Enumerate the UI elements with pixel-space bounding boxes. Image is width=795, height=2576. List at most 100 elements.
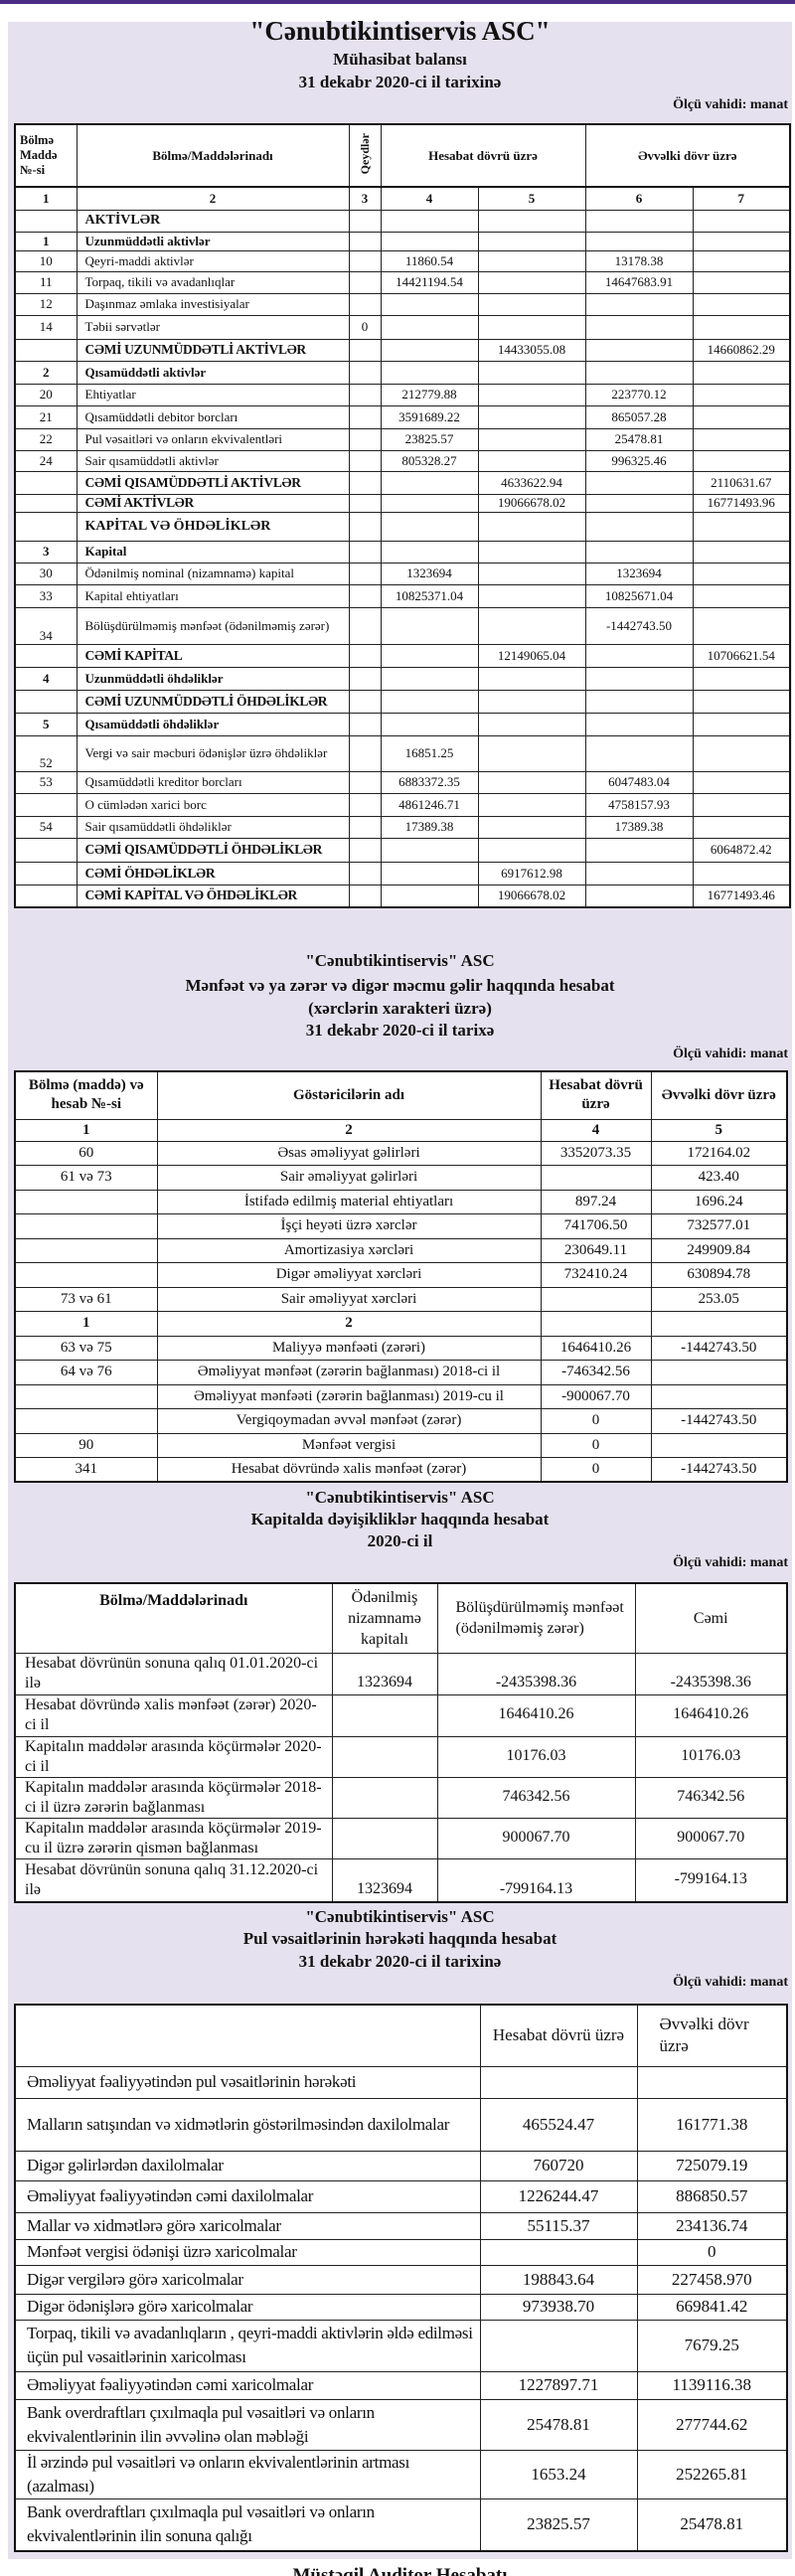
cell-previous-total [692, 209, 791, 233]
table-row-item: 34 Bölüşdürülməmiş mənfəət (ödənilməmiş z… [14, 606, 791, 645]
cell-previous: 886850.57 [636, 2179, 788, 2213]
cell-notes [348, 470, 382, 495]
cell-retained-earnings: 10176.03 [436, 1735, 636, 1778]
cell-previous-subtotal [584, 643, 694, 668]
cell-code [14, 470, 78, 495]
header-code: Bölmə Maddə №-si [14, 123, 78, 188]
cell-current-subtotal [380, 666, 479, 691]
table-row-item: 11 Torpaq, tikili və avadanlıqlar 14421194… [14, 270, 791, 294]
table-row-item: 54 Sair qısamüddətli öhdəliklər 17389.38 17… [14, 815, 791, 839]
cell-notes [348, 562, 382, 585]
header-paid-capital: Ödənilmiş nizamnamə kapitalı [331, 1582, 438, 1654]
cell-previous-total: 16771493.96 [692, 493, 791, 513]
cell-notes [348, 292, 382, 316]
cell-current-total [477, 314, 586, 340]
income-company: "Cənubtikintiservis" ASC [305, 951, 495, 970]
cell-code [14, 511, 78, 542]
cell-name: İşçi heyəti üzrə xərclər [156, 1213, 542, 1239]
column-number: 1 [14, 1118, 158, 1142]
cell-previous-subtotal: 223770.12 [584, 383, 694, 406]
header-name: Göstəricilərin adı [156, 1070, 542, 1120]
cell-previous-total [692, 360, 791, 385]
cell-code: 73 və 61 [14, 1286, 158, 1312]
cell-paid-capital [331, 1693, 438, 1737]
income-table: Bölmə (maddə) və hesab №-si Göstəricilər… [14, 1070, 788, 1483]
balance-company: "Cənubtikintiservis ASC" [249, 16, 551, 46]
table-row-item: 53 Qısamüddətli kreditor borcları 6883372.… [14, 770, 791, 794]
cell-current-total [477, 249, 586, 272]
cell-previous: 1139116.38 [636, 2370, 788, 2400]
table-row: Kapitalın maddələr arasında köçürmələr 2… [14, 1735, 788, 1778]
header-code: Bölmə (maddə) və hesab №-si [14, 1070, 158, 1120]
cell-name: İl ərzində pul vəsaitləri və onların ekv… [14, 2449, 481, 2499]
cell-previous: 725079.19 [636, 2150, 788, 2181]
cell-current: 1646410.26 [540, 1335, 652, 1361]
cell-code [14, 643, 78, 668]
cell-code [14, 209, 78, 233]
cell-previous: 227458.970 [636, 2264, 788, 2295]
cell-current: 198843.64 [479, 2264, 638, 2295]
header-previous: Əvvəlki dövr üzrə [584, 123, 791, 188]
cell-notes [348, 770, 382, 794]
cell-previous-total [692, 666, 791, 691]
column-number: 2 [156, 1118, 542, 1142]
cell-name: Malların satışından və xidmətlərin göstə… [14, 2097, 481, 2152]
cell-previous-subtotal [584, 338, 694, 362]
cell-name: Digər əməliyyat xərcləri [156, 1262, 542, 1288]
table-row-item: O cümlədən xarici borc 4861246.71 4758157.… [14, 792, 791, 817]
cell-code [14, 1237, 158, 1263]
table-row: İstifadə edilmiş material ehtiyatları 897… [14, 1189, 788, 1214]
cell-current: 3352073.35 [540, 1140, 652, 1166]
cell-total: -799164.13 [634, 1857, 788, 1903]
cell-name: Hesabat dövründə xalis mənfəət (zərər) 2… [14, 1693, 333, 1737]
next-section-title: Müstəqil Auditor Hesabatı [292, 2565, 508, 2576]
header-total: Cəmi [634, 1582, 788, 1654]
cell-name: Vergi və sair məcburi ödənişlər üzrə öhd… [76, 734, 350, 772]
next-section-panel: Müstəqil Auditor Hesabatı [8, 2561, 792, 2576]
cell-previous: 252265.81 [636, 2449, 788, 2499]
cell-previous [650, 1311, 788, 1337]
cell-previous-subtotal: 865057.28 [584, 404, 694, 429]
cell-retained-earnings: 1646410.26 [436, 1693, 636, 1737]
table-row: Əməliyyat fəaliyyətindən cəmi daxilolmal… [14, 2179, 788, 2213]
cell-name: Kapitalın maddələr arasında köçürmələr 2… [14, 1776, 333, 1819]
table-row: 73 və 61 Sair əməliyyat xərcləri 253.05 [14, 1286, 788, 1312]
cell-previous-total [692, 606, 791, 645]
cell-code [14, 1262, 158, 1288]
cell-name: 2 [156, 1311, 542, 1337]
cashflow-date: 31 dekabr 2020-ci il tarixinə [298, 1952, 502, 1971]
cell-previous [636, 2065, 788, 2099]
cell-code: 21 [14, 404, 78, 429]
cell-notes [348, 493, 382, 513]
cell-previous-total [692, 383, 791, 406]
table-row: Torpaq, tikili və avadanlıqların , qeyri… [14, 2319, 788, 2372]
cell-previous: 234136.74 [636, 2211, 788, 2240]
cell-name: Ehtiyatlar [76, 383, 350, 406]
cell-current-subtotal [380, 606, 479, 645]
cell-paid-capital [331, 1817, 438, 1859]
cell-code: 63 və 75 [14, 1335, 158, 1361]
table-row-group: 2 Qısamüddətli aktivlər [14, 360, 791, 385]
cell-current-total: 4633622.94 [477, 470, 586, 495]
cell-previous-subtotal: 17389.38 [584, 815, 694, 839]
cell-notes [348, 792, 382, 817]
cell-previous-subtotal [584, 470, 694, 495]
cell-current-subtotal: 16851.25 [380, 734, 479, 772]
cell-code: 33 [14, 583, 78, 608]
cell-name: CƏMİ KAPİTAL VƏ ÖHDƏLİKLƏR [76, 884, 350, 908]
cell-name: O cümlədən xarici borc [76, 792, 350, 817]
cell-code: 4 [14, 666, 78, 691]
cell-current-subtotal [380, 338, 479, 362]
cell-current-subtotal [380, 540, 479, 564]
table-row-item: 20 Ehtiyatlar 212779.88 223770.12 [14, 383, 791, 406]
cell-current-total [477, 792, 586, 817]
cell-notes [348, 427, 382, 451]
cell-code: 60 [14, 1140, 158, 1166]
cell-previous-subtotal [584, 734, 694, 772]
cell-name: Əməliyyat fəaliyyətindən cəmi daxilolmal… [14, 2179, 481, 2213]
column-number: 5 [650, 1118, 788, 1142]
cell-previous-subtotal: 6047483.04 [584, 770, 694, 794]
cell-previous-subtotal: 13178.38 [584, 249, 694, 272]
table-row-total: CƏMİ UZUNMÜDDƏTLİ ÖHDƏLİKLƏR [14, 689, 791, 714]
cell-name: CƏMİ KAPİTAL [76, 643, 350, 668]
